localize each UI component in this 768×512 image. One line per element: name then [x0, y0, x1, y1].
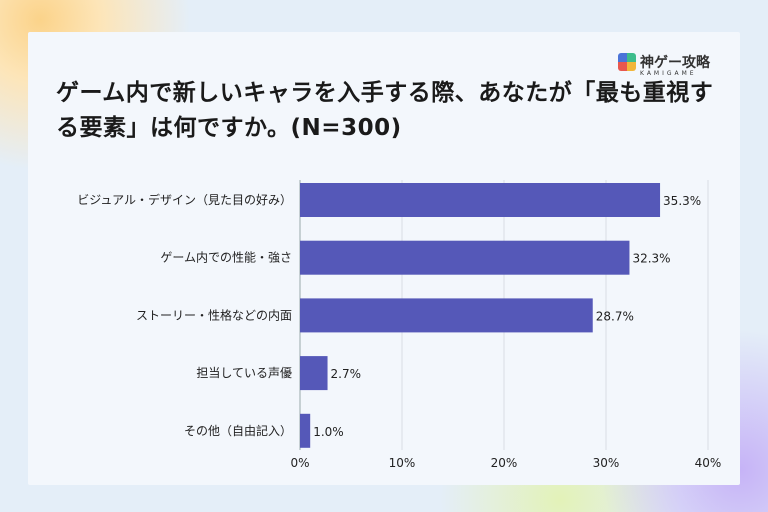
x-tick-label: 10% — [389, 456, 416, 470]
bar — [300, 356, 328, 391]
value-label: 32.3% — [632, 252, 670, 266]
bar — [300, 413, 311, 448]
x-tick-label: 0% — [290, 456, 309, 470]
x-tick-label: 20% — [491, 456, 518, 470]
category-label: ゲーム内での性能・強さ — [160, 251, 292, 265]
value-label: 2.7% — [331, 367, 362, 381]
value-label: 28.7% — [596, 309, 634, 323]
bar — [300, 240, 630, 275]
x-tick-label: 30% — [593, 456, 620, 470]
logo-subtext: KAMIGAME — [640, 70, 697, 77]
bar — [300, 183, 661, 217]
x-tick-label: 40% — [695, 456, 722, 470]
category-label: ビジュアル・デザイン（見た目の好み） — [77, 192, 292, 207]
logo-text: 神ゲー攻略 — [640, 55, 710, 71]
category-label: ストーリー・性格などの内面 — [136, 307, 292, 322]
chart-title: ゲーム内で新しいキャラを入手する際、あなたが「最も重視する要素」は何ですか。(N… — [56, 80, 714, 141]
logo-icon — [618, 53, 636, 71]
bar — [300, 298, 593, 333]
value-label: 1.0% — [313, 425, 344, 439]
value-label: 35.3% — [663, 194, 701, 208]
category-label: 担当している声優 — [196, 366, 292, 380]
logo: 神ゲー攻略 — [618, 52, 710, 72]
category-label: その他（自由記入） — [184, 423, 292, 438]
